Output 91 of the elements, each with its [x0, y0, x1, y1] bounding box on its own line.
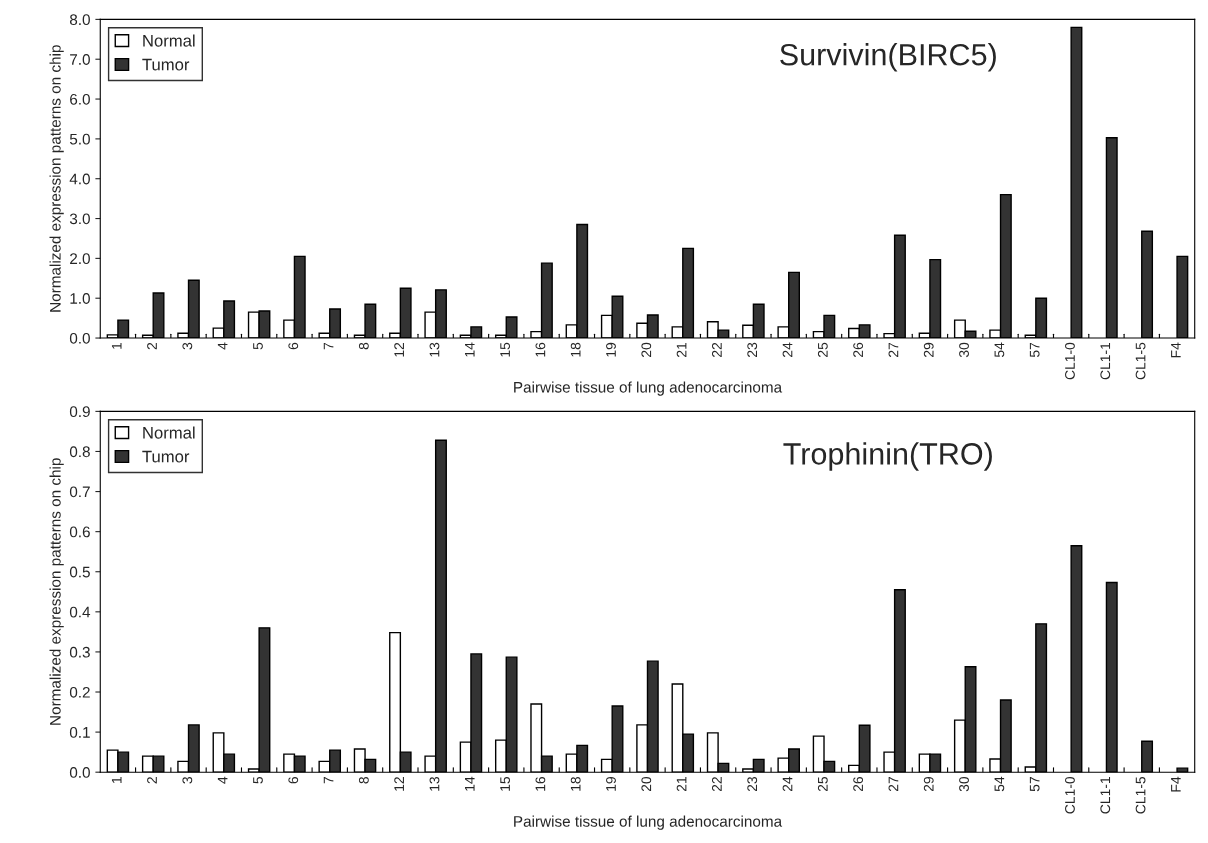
y-tick-label: 0.9 [69, 406, 90, 418]
x-tick-label: 20 [641, 342, 652, 357]
x-tick-label: 5 [253, 776, 263, 784]
x-tick-label: 25 [817, 342, 828, 357]
y-tick-label: 0.1 [69, 726, 90, 738]
x-tick-label: F4 [1171, 342, 1181, 358]
y-tick-label: 0.2 [69, 686, 90, 698]
y-tick-label: 4.0 [69, 173, 90, 185]
x-tick-label: 3 [182, 342, 193, 350]
x-tick-label: 5 [253, 342, 263, 350]
x-tick-label: 3 [182, 776, 193, 784]
x-tick-label: CL1-5 [1135, 776, 1146, 814]
x-tick-label: 14 [465, 342, 475, 357]
x-tick-label: 23 [747, 342, 758, 357]
legend-label: Normal [143, 34, 195, 47]
x-axis-title: Pairwise tissue of lung adenocarcinoma [514, 381, 783, 396]
x-tick-label: 2 [147, 777, 157, 784]
x-tick-label: 7 [323, 777, 334, 784]
x-tick-label: 24 [782, 776, 793, 792]
x-tick-label: 57 [1029, 777, 1040, 792]
y-axis-title: Normalized expression patterns on chip [49, 45, 64, 312]
legend-label: Tumor [142, 58, 190, 71]
x-tick-label: 54 [994, 342, 1005, 358]
x-tick-label: 21 [676, 777, 687, 792]
x-tick-label: 16 [535, 342, 546, 357]
x-tick-label: 25 [817, 776, 828, 792]
x-tick-label: 26 [853, 342, 864, 357]
y-tick-label: 0.4 [69, 606, 91, 618]
y-tick-label: 0.3 [69, 646, 90, 658]
x-tick-label: 22 [711, 342, 722, 357]
x-axis-title: Pairwise tissue of lung adenocarcinoma [514, 815, 783, 830]
y-tick-label: 7.0 [70, 54, 90, 65]
x-tick-label: 57 [1029, 342, 1040, 358]
y-axis-title: Normalized expression patterns on chip [49, 458, 64, 725]
x-tick-label: 6 [288, 776, 299, 784]
x-tick-label: 7 [323, 342, 334, 350]
x-tick-label: 16 [535, 776, 546, 791]
x-tick-label: 24 [782, 342, 793, 357]
x-tick-label: 13 [429, 342, 440, 357]
x-tick-label: 19 [606, 342, 616, 357]
x-tick-label: 1 [111, 777, 122, 784]
x-tick-label: 1 [111, 342, 122, 349]
y-tick-label: 0.6 [69, 526, 90, 538]
y-tick-label: 1.0 [70, 293, 90, 304]
y-tick-label: 0.8 [69, 446, 90, 458]
x-tick-label: 30 [959, 776, 969, 792]
x-tick-label: 14 [465, 776, 475, 791]
y-tick-label: 2.0 [70, 253, 90, 265]
x-tick-label: 30 [959, 342, 969, 358]
y-tick-label: 6.0 [70, 93, 90, 105]
x-tick-label: 20 [641, 776, 652, 792]
x-tick-label: 2 [147, 342, 157, 350]
y-tick-label: 0.0 [69, 332, 90, 344]
x-tick-label: 29 [923, 342, 934, 357]
x-tick-label: F4 [1171, 776, 1181, 792]
x-tick-label: 6 [288, 342, 299, 350]
text: Survivin(BIRC5) [780, 43, 996, 72]
text: Trophinin(TRO) [783, 442, 992, 471]
x-tick-label: 23 [747, 776, 758, 792]
x-tick-label: 15 [500, 342, 510, 357]
x-tick-label: 27 [888, 777, 899, 792]
x-tick-label: 12 [394, 342, 404, 357]
x-tick-label: CL1-0 [1065, 342, 1075, 380]
x-tick-label: 19 [606, 777, 616, 791]
y-tick-label: 3.0 [69, 213, 90, 225]
x-tick-label: 29 [923, 777, 934, 792]
x-tick-label: 18 [570, 342, 581, 357]
x-tick-label: CL1-0 [1065, 776, 1075, 814]
x-tick-label: CL1-5 [1135, 342, 1146, 380]
x-tick-label: 54 [994, 776, 1005, 792]
y-tick-label: 0.7 [69, 486, 90, 498]
x-tick-label: 8 [358, 776, 369, 784]
y-tick-label: 5.0 [69, 133, 90, 145]
x-tick-label: 27 [888, 342, 899, 357]
x-tick-label: 15 [500, 776, 510, 791]
x-tick-label: 4 [217, 342, 228, 350]
x-tick-label: 8 [358, 342, 369, 350]
legend-label: Tumor [142, 450, 190, 463]
x-tick-label: 22 [711, 777, 722, 792]
legend-label: Normal [143, 426, 195, 439]
x-tick-label: 13 [429, 776, 440, 791]
x-tick-label: CL1-1 [1100, 777, 1111, 814]
x-tick-label: 4 [217, 776, 228, 784]
y-tick-label: 0.0 [69, 767, 90, 778]
x-tick-label: CL1-1 [1100, 342, 1111, 380]
x-tick-label: 12 [394, 777, 404, 791]
x-tick-label: 26 [853, 776, 864, 792]
x-tick-label: 18 [570, 776, 581, 791]
y-tick-label: 8.0 [69, 14, 90, 26]
x-tick-label: 21 [676, 342, 687, 357]
y-tick-label: 0.5 [69, 566, 90, 578]
